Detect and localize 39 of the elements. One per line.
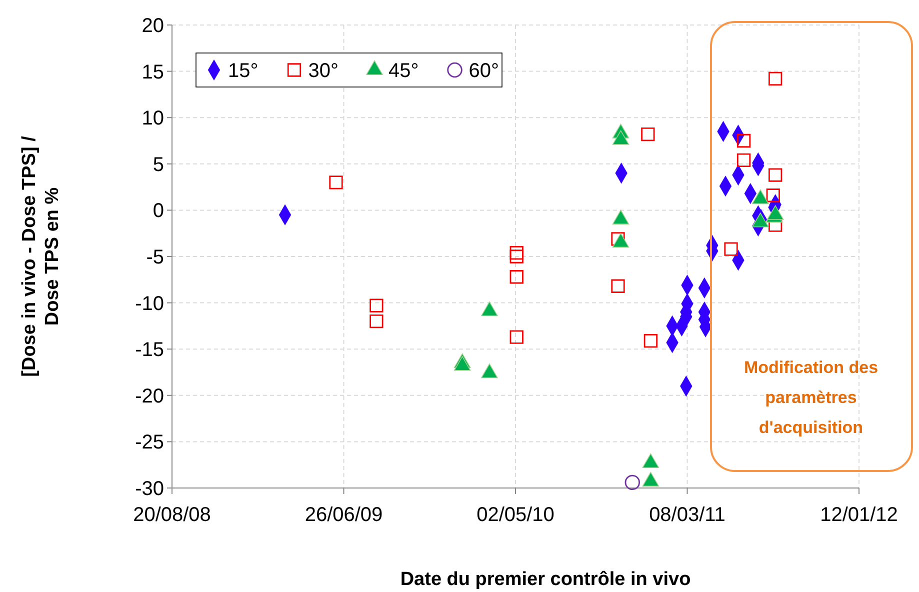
x-tick-label: 20/08/08 [133,504,211,526]
y-tick-label: 0 [152,200,164,222]
x-tick-label: 02/05/10 [476,504,554,526]
y-tick-label: 20 [142,15,164,37]
point [611,279,625,293]
point [510,330,524,344]
point [370,298,384,312]
point [644,334,658,348]
y-tick-label: -15 [135,339,164,362]
x-tick-label: 26/06/09 [304,504,383,526]
point [510,250,524,264]
y-tick-label: -10 [135,292,164,315]
annotation: Modification des paramètres d'acquisition [744,358,878,437]
point [510,246,524,260]
y-tick-label: 10 [142,108,164,130]
point [768,72,782,86]
x-tick-label: 12/01/12 [820,504,898,526]
point [736,153,751,168]
point [329,176,343,190]
legend-label: 45° [388,60,419,82]
y-tick-label: -25 [135,432,164,454]
y-tick-label: 15 [142,61,164,84]
point [641,127,655,142]
y-tick-label: -30 [135,478,164,500]
legend-label: 30° [308,60,338,82]
point [768,168,782,182]
point [510,270,524,284]
y-tick-label: -20 [135,385,164,408]
point [624,474,640,490]
point [724,242,738,256]
point [370,314,384,328]
legend-label: 60° [468,60,499,82]
y-tick-label: -5 [146,246,164,268]
x-tick-label: 08/03/11 [649,504,726,526]
legend-label: 15° [228,60,258,82]
y-axis-title: [Dose in vivo - Dose TPS] / Dose TPS en % [19,135,63,377]
point [736,134,751,148]
y-tick-label: 5 [152,154,164,176]
x-axis-title: Date du premier contrôle in vivo [400,569,691,590]
